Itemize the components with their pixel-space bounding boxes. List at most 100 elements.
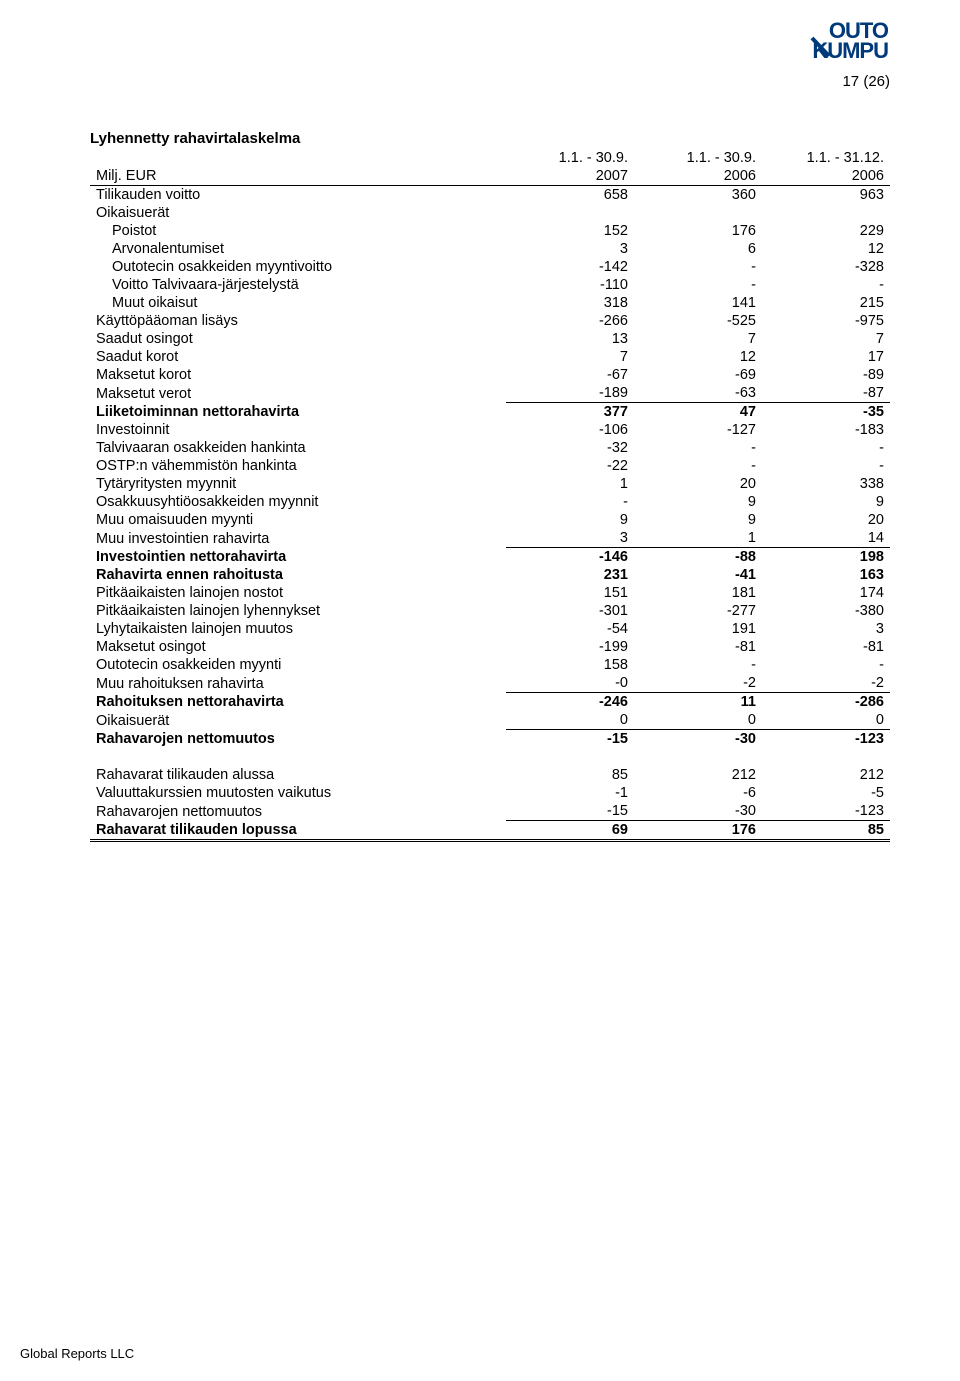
row-label: Voitto Talvivaara-järjestelystä <box>90 276 506 294</box>
row-value: -142 <box>506 258 634 276</box>
row-value: 9 <box>506 511 634 529</box>
row-value: 6 <box>634 240 762 258</box>
row-label: Outotecin osakkeiden myynti <box>90 656 506 674</box>
row-value: -69 <box>634 366 762 384</box>
row-label: OSTP:n vähemmistön hankinta <box>90 457 506 475</box>
table-row: Maksetut verot-189-63-87 <box>90 384 890 403</box>
row-value: -35 <box>762 403 890 422</box>
row-label: Tilikauden voitto <box>90 186 506 205</box>
row-value: -189 <box>506 384 634 403</box>
row-value: 1 <box>506 475 634 493</box>
table-row: Rahavirta ennen rahoitusta231-41163 <box>90 566 890 584</box>
row-value: -15 <box>506 730 634 749</box>
row-value: 20 <box>762 511 890 529</box>
row-label: Muu omaisuuden myynti <box>90 511 506 529</box>
table-row: Investoinnit-106-127-183 <box>90 421 890 439</box>
row-value: -328 <box>762 258 890 276</box>
page: OUTO KUMPU 17 (26) Lyhennetty rahavirtal… <box>0 0 960 1381</box>
row-value: 338 <box>762 475 890 493</box>
row-value: -15 <box>506 802 634 821</box>
table-row: Osakkuusyhtiöosakkeiden myynnit-99 <box>90 493 890 511</box>
row-label: Rahoituksen nettorahavirta <box>90 693 506 712</box>
row-value: -123 <box>762 730 890 749</box>
row-value: 198 <box>762 548 890 567</box>
row-value: -106 <box>506 421 634 439</box>
row-value: 141 <box>634 294 762 312</box>
table-row: Pitkäaikaisten lainojen lyhennykset-301-… <box>90 602 890 620</box>
row-value: -127 <box>634 421 762 439</box>
page-number: 17 (26) <box>770 73 890 90</box>
row-value <box>506 204 634 222</box>
row-label: Maksetut korot <box>90 366 506 384</box>
row-value: 20 <box>634 475 762 493</box>
row-label: Pitkäaikaisten lainojen nostot <box>90 584 506 602</box>
row-value: 231 <box>506 566 634 584</box>
row-value: -88 <box>634 548 762 567</box>
table-row: Rahoituksen nettorahavirta-24611-286 <box>90 693 890 712</box>
row-value: 12 <box>762 240 890 258</box>
table-row: Maksetut korot-67-69-89 <box>90 366 890 384</box>
row-value: 174 <box>762 584 890 602</box>
row-value: -183 <box>762 421 890 439</box>
row-value: -81 <box>634 638 762 656</box>
spacer <box>634 748 762 766</box>
row-value: -277 <box>634 602 762 620</box>
row-value: -2 <box>634 674 762 693</box>
row-value: -380 <box>762 602 890 620</box>
row-value: 163 <box>762 566 890 584</box>
row-value: -286 <box>762 693 890 712</box>
row-value: 212 <box>634 766 762 784</box>
table-row: Poistot152176229 <box>90 222 890 240</box>
row-label: Maksetut verot <box>90 384 506 403</box>
table-row: Muu omaisuuden myynti9920 <box>90 511 890 529</box>
row-value: 17 <box>762 348 890 366</box>
row-value: -301 <box>506 602 634 620</box>
row-value: -525 <box>634 312 762 330</box>
table-row: Tilikauden voitto658360963 <box>90 186 890 205</box>
row-value: 0 <box>762 711 890 730</box>
year-header: 2006 <box>762 167 890 186</box>
row-value: 12 <box>634 348 762 366</box>
spacer <box>762 748 890 766</box>
row-value: 3 <box>506 240 634 258</box>
spacer <box>90 748 506 766</box>
year-header: 2006 <box>634 167 762 186</box>
row-label: Käyttöpääoman lisäys <box>90 312 506 330</box>
row-value: 176 <box>634 222 762 240</box>
table-row: Arvonalentumiset3612 <box>90 240 890 258</box>
row-label: Oikaisuerät <box>90 711 506 730</box>
year-header: 2007 <box>506 167 634 186</box>
row-label: Investointien nettorahavirta <box>90 548 506 567</box>
row-value: 3 <box>762 620 890 638</box>
row-label: Muut oikaisut <box>90 294 506 312</box>
row-label: Muu rahoituksen rahavirta <box>90 674 506 693</box>
row-value: -2 <box>762 674 890 693</box>
row-value: 9 <box>634 511 762 529</box>
row-value: -54 <box>506 620 634 638</box>
row-value: -146 <box>506 548 634 567</box>
row-value: -5 <box>762 784 890 802</box>
period-header: 1.1. - 31.12. <box>762 149 890 167</box>
row-value: -1 <box>506 784 634 802</box>
outokumpu-logo: OUTO KUMPU <box>770 18 890 69</box>
row-value: 229 <box>762 222 890 240</box>
row-value: -199 <box>506 638 634 656</box>
row-label: Rahavarojen nettomuutos <box>90 802 506 821</box>
row-value <box>762 204 890 222</box>
row-value: 191 <box>634 620 762 638</box>
footer-text: Global Reports LLC <box>20 1346 134 1361</box>
table-row: Talvivaaran osakkeiden hankinta-32-- <box>90 439 890 457</box>
row-label: Rahavirta ennen rahoitusta <box>90 566 506 584</box>
row-value: -89 <box>762 366 890 384</box>
row-value: - <box>634 656 762 674</box>
table-row: Saadut osingot1377 <box>90 330 890 348</box>
row-value: -22 <box>506 457 634 475</box>
row-value: -32 <box>506 439 634 457</box>
row-label: Talvivaaran osakkeiden hankinta <box>90 439 506 457</box>
row-value: 151 <box>506 584 634 602</box>
table-row: Käyttöpääoman lisäys-266-525-975 <box>90 312 890 330</box>
row-value: 7 <box>506 348 634 366</box>
row-value: 13 <box>506 330 634 348</box>
row-value: 14 <box>762 529 890 548</box>
table-row: Pitkäaikaisten lainojen nostot151181174 <box>90 584 890 602</box>
